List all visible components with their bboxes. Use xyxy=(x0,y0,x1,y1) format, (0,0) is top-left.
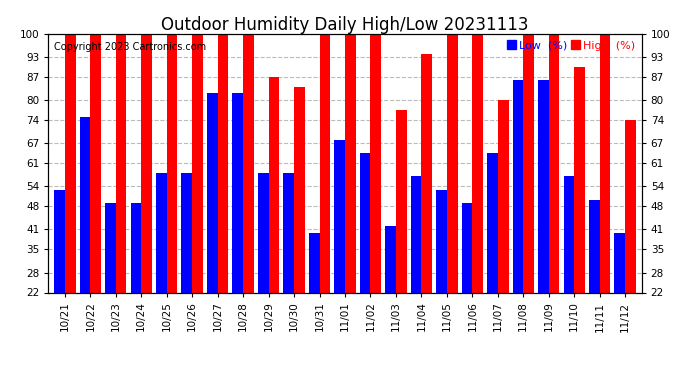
Bar xyxy=(625,120,636,366)
Bar xyxy=(396,110,406,366)
Bar xyxy=(334,140,345,366)
Bar xyxy=(284,173,294,366)
Bar xyxy=(243,34,254,366)
Bar xyxy=(193,34,203,366)
Bar xyxy=(79,117,90,366)
Bar xyxy=(615,233,625,366)
Bar xyxy=(589,200,600,366)
Bar xyxy=(181,173,193,366)
Bar xyxy=(156,173,167,366)
Bar xyxy=(422,54,432,366)
Bar xyxy=(268,77,279,366)
Bar xyxy=(564,176,574,366)
Bar xyxy=(345,34,356,366)
Title: Outdoor Humidity Daily High/Low 20231113: Outdoor Humidity Daily High/Low 20231113 xyxy=(161,16,529,34)
Bar xyxy=(309,233,319,366)
Bar xyxy=(574,67,585,366)
Bar xyxy=(130,203,141,366)
Bar xyxy=(487,153,497,366)
Bar xyxy=(141,34,152,366)
Bar xyxy=(359,153,371,366)
Bar xyxy=(371,34,381,366)
Bar xyxy=(294,87,305,366)
Bar xyxy=(167,34,177,366)
Bar xyxy=(258,173,268,366)
Bar xyxy=(207,93,217,366)
Bar xyxy=(54,190,65,366)
Bar xyxy=(497,100,509,366)
Legend: Low  (%), High  (%): Low (%), High (%) xyxy=(506,39,636,52)
Bar xyxy=(549,34,560,366)
Bar xyxy=(462,203,473,366)
Bar xyxy=(411,176,422,366)
Bar xyxy=(319,34,331,366)
Bar xyxy=(600,34,611,366)
Bar xyxy=(116,34,126,366)
Bar xyxy=(217,34,228,366)
Bar xyxy=(90,34,101,366)
Bar xyxy=(233,93,243,366)
Bar xyxy=(473,34,483,366)
Bar xyxy=(105,203,116,366)
Bar xyxy=(523,34,534,366)
Bar xyxy=(385,226,396,366)
Bar xyxy=(538,80,549,366)
Bar xyxy=(65,34,75,366)
Bar xyxy=(513,80,523,366)
Bar xyxy=(436,190,447,366)
Text: Copyright 2023 Cartronics.com: Copyright 2023 Cartronics.com xyxy=(55,42,206,51)
Bar xyxy=(447,34,457,366)
